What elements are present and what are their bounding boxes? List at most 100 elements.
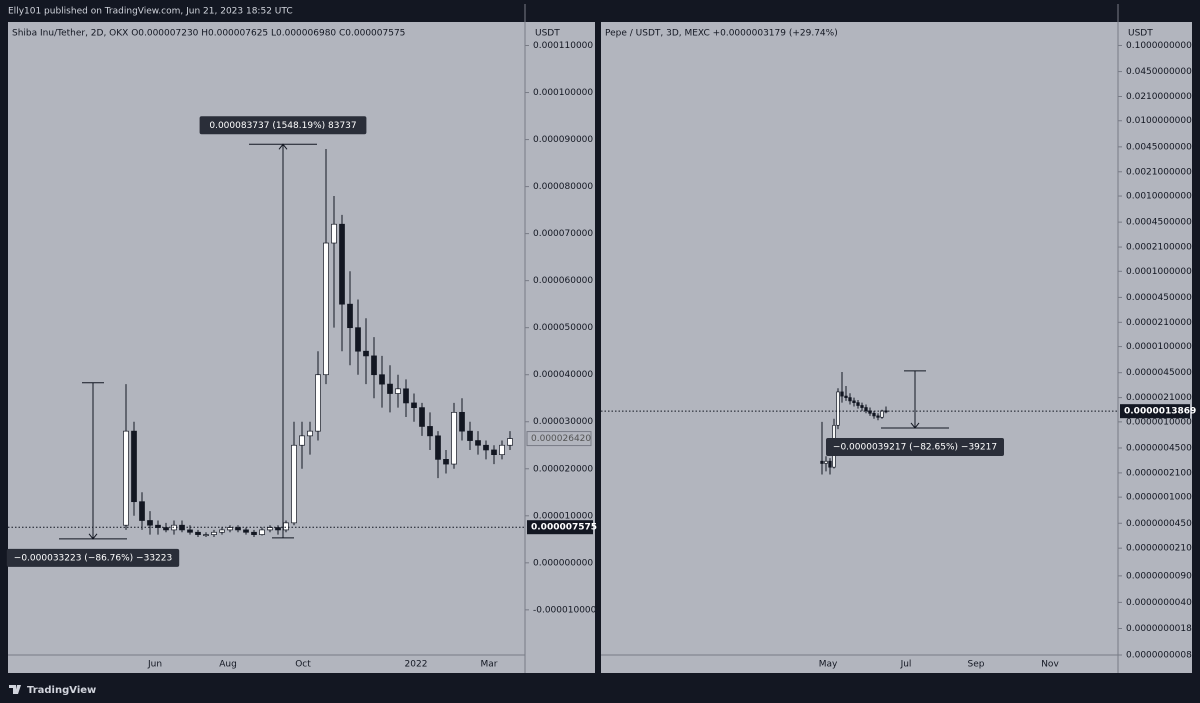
y-tick-label: 0.0000000210 [1126, 544, 1192, 554]
candle-body [187, 529, 193, 533]
y-tick-label: 0.0000002100 [1126, 468, 1192, 478]
candle-body [419, 407, 425, 427]
y-tick-label: 0.0000001000 [1126, 493, 1192, 503]
logo [9, 685, 21, 694]
y-tick-label: 0.0210000000 [1126, 92, 1192, 102]
candle-body [347, 303, 353, 329]
price-axis [525, 22, 595, 673]
y-tick-label: 0.0000000018 [1126, 624, 1192, 634]
candle-body [291, 444, 297, 524]
price-label: 0.0000013869 [1124, 407, 1196, 417]
y-tick-label: 0.000040000 [533, 370, 593, 380]
y-tick-label: 0.0000021000 [1126, 393, 1192, 403]
candle-body [411, 402, 417, 408]
candle-body [243, 529, 249, 533]
plot-area [601, 22, 1118, 655]
candle-body [355, 327, 361, 352]
axis-unit: USDT [1128, 29, 1153, 39]
candle-body [363, 350, 369, 357]
y-tick-label: 0.0000000040 [1126, 598, 1192, 608]
last-bar-box [526, 431, 592, 447]
measure-label: 0.000083737 (1548.19%) 83737 [209, 121, 356, 131]
y-tick-label: 0.1000000000 [1126, 41, 1192, 51]
candle-body [483, 444, 489, 451]
y-tick-label: 0.0004500000 [1126, 218, 1192, 228]
candle-body [163, 527, 169, 531]
y-tick-label: 0.000110000 [533, 41, 593, 51]
y-tick-label: 0.000020000 [533, 464, 593, 474]
y-tick-label: 0.0000000450 [1126, 519, 1192, 529]
price-axis [1118, 22, 1192, 673]
time-axis [601, 655, 1118, 673]
y-tick-label: 0.0010000000 [1126, 192, 1192, 202]
candle-body [307, 430, 313, 437]
candle-body [443, 459, 449, 465]
candle-body [836, 391, 840, 426]
candle-body [459, 411, 465, 432]
candle-body [880, 410, 884, 418]
candle-body [852, 400, 856, 403]
y-tick-label: 0.000010000 [533, 511, 593, 521]
price-label: 0.000007575 [531, 523, 597, 533]
candle-body [379, 374, 385, 385]
y-tick-label: 0.000060000 [533, 276, 593, 286]
candle-body [403, 388, 409, 404]
candle-body [435, 435, 441, 460]
candle-body [331, 223, 337, 244]
chart-title: Pepe / USDT, 3D, MEXC +0.0000003179 (+29… [605, 29, 838, 39]
chart-title: Shiba Inu/Tether, 2D, OKX O0.000007230 H… [12, 29, 405, 39]
measure-label-box [6, 548, 180, 567]
candle-body [387, 383, 393, 394]
candle-body [427, 426, 433, 437]
x-tick-label: Aug [219, 660, 237, 670]
x-tick-label: Mar [481, 660, 498, 670]
y-tick-label: 0.0021000000 [1126, 167, 1192, 177]
candle-body [395, 388, 401, 394]
candle-body [227, 527, 233, 531]
price-label-box [527, 520, 593, 535]
measure-label: −0.000033223 (−86.76%) −33223 [14, 553, 172, 563]
candle-body [251, 531, 257, 535]
candle-body [131, 430, 137, 503]
y-tick-label: 0.0000004500 [1126, 443, 1192, 453]
y-tick-label: 0.000000000 [533, 558, 593, 568]
x-tick-label: Sep [968, 660, 985, 670]
axis-unit: USDT [535, 29, 560, 39]
measure-label: −0.0000039217 (−82.65%) −39217 [833, 442, 997, 452]
candle-body [499, 444, 505, 456]
candle-body [211, 531, 217, 535]
measure-arrow [278, 143, 288, 150]
candle-body [259, 529, 265, 535]
candle-body [203, 534, 209, 536]
candle-body [507, 438, 513, 446]
candle-body [195, 531, 201, 535]
candle-body [820, 460, 824, 464]
candle-body [139, 501, 145, 521]
candle-body [872, 412, 876, 417]
candle-body [844, 395, 848, 398]
candle-body [824, 460, 828, 464]
last-bar-label: 0.000026420 [531, 434, 591, 444]
y-tick-label: 0.0000210000 [1126, 318, 1192, 328]
measure-arrow [910, 422, 920, 429]
candle-body [467, 430, 473, 441]
candle-body [323, 242, 329, 376]
candle-body [371, 355, 377, 376]
candle-body [315, 374, 321, 432]
y-tick-label: 0.000030000 [533, 417, 593, 427]
candle-body [275, 527, 281, 531]
x-tick-label: 2022 [405, 660, 428, 670]
measure-label-box [199, 116, 367, 135]
y-tick-label: 0.000070000 [533, 229, 593, 239]
y-tick-label: 0.0450000000 [1126, 67, 1192, 77]
candle-body [155, 524, 161, 528]
y-tick-label: 0.000090000 [533, 135, 593, 145]
candle-body [339, 223, 345, 305]
time-axis [8, 655, 525, 673]
y-tick-label: 0.0045000000 [1126, 142, 1192, 152]
y-tick-label: 0.0001000000 [1126, 267, 1192, 277]
x-tick-label: Oct [295, 660, 311, 670]
x-tick-label: Jul [900, 660, 912, 670]
